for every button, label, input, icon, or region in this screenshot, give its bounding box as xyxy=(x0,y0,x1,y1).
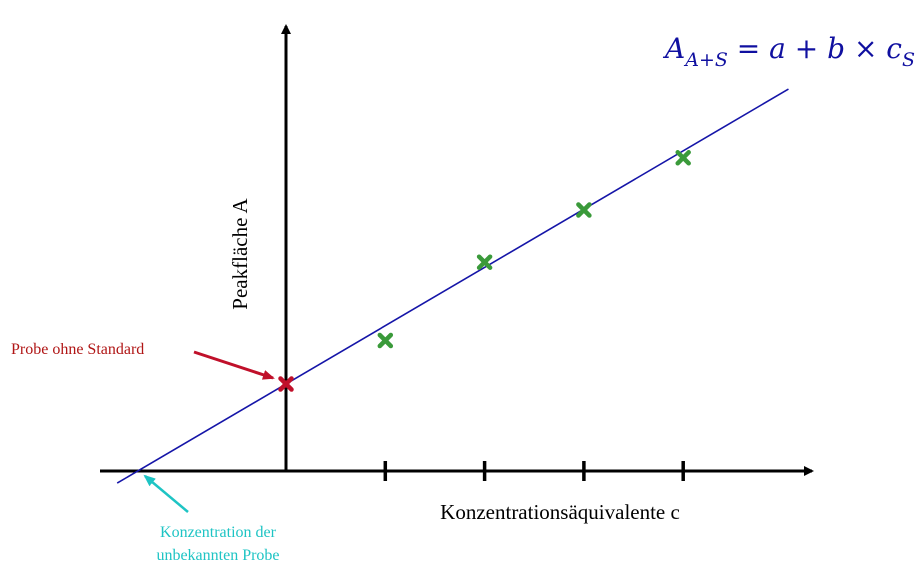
data-point xyxy=(675,150,691,166)
regression-equation: AA+S = a + b × cS xyxy=(662,32,915,71)
data-points xyxy=(377,150,691,349)
unknown-annotation-arrow xyxy=(143,474,189,513)
unknown-annotation-line-1: Konzentration der xyxy=(160,524,277,541)
equation-subscript: A+S xyxy=(683,49,728,71)
regression-line xyxy=(116,88,789,484)
sample-point xyxy=(278,376,294,392)
data-point xyxy=(476,254,493,270)
equation-rest: = a + b × c xyxy=(728,32,902,65)
data-point xyxy=(576,202,592,218)
x-axis-ticks xyxy=(383,461,685,481)
sample-annotation-arrow xyxy=(193,350,275,380)
equation-rest-subscript: S xyxy=(902,49,915,71)
sample-point-marker xyxy=(278,376,294,392)
sample-annotation: Probe ohne Standard xyxy=(11,341,144,358)
x-axis-label: Konzentrationsäquivalente c xyxy=(440,500,680,524)
data-point xyxy=(377,332,394,349)
unknown-annotation-line-2: unbekannten Probe xyxy=(156,547,279,564)
y-axis-label: Peakfläche A xyxy=(228,197,252,309)
equation-main: A xyxy=(662,32,685,65)
